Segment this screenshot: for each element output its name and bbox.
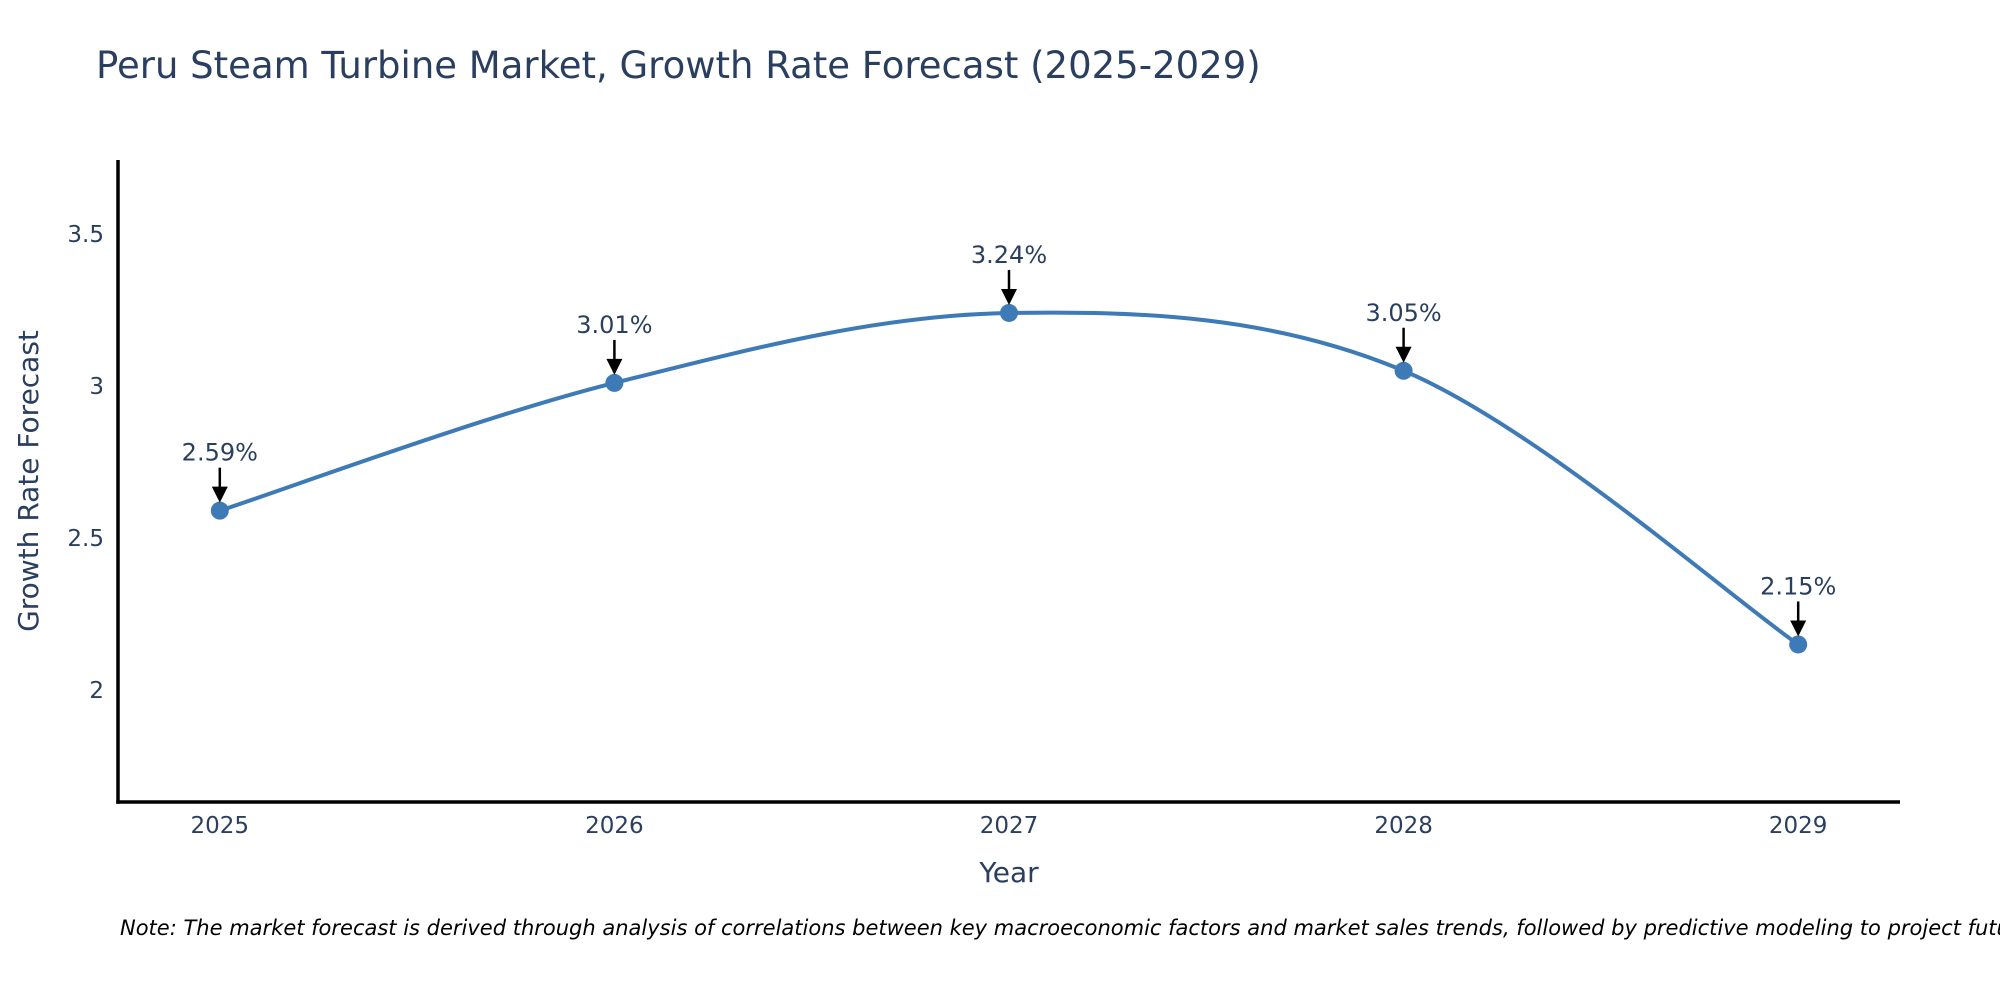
x-tick-label: 2028	[1374, 813, 1433, 839]
point-value-label: 2.59%	[182, 439, 258, 467]
x-tick-label: 2029	[1769, 813, 1828, 839]
data-point-marker	[605, 373, 624, 392]
annotation-arrowhead-icon	[606, 358, 623, 375]
point-value-label: 2.15%	[1760, 572, 1836, 600]
data-point-marker	[1789, 635, 1808, 654]
annotation-arrowhead-icon	[1790, 620, 1807, 637]
y-tick-label: 3.5	[67, 222, 104, 248]
annotation-arrowhead-icon	[1395, 346, 1412, 363]
annotation-arrowhead-icon	[211, 486, 228, 503]
annotation-arrowhead-icon	[1001, 288, 1017, 305]
x-tick-label: 2027	[980, 813, 1039, 839]
x-tick-label: 2026	[585, 813, 644, 839]
x-axis-title: Year	[978, 856, 1039, 889]
y-tick-label: 2.5	[67, 526, 104, 552]
point-value-label: 3.01%	[576, 311, 652, 339]
x-tick-label: 2025	[191, 813, 250, 839]
point-value-label: 3.05%	[1365, 299, 1441, 327]
point-value-label: 3.24%	[971, 241, 1047, 269]
footnote: Note: The market forecast is derived thr…	[120, 916, 2000, 940]
y-tick-label: 3	[89, 374, 104, 400]
y-axis-title: Growth Rate Forecast	[12, 330, 45, 632]
y-tick-label: 2	[89, 678, 104, 704]
data-point-marker	[1000, 303, 1018, 322]
forecast-line	[217, 310, 1801, 647]
chart-title: Peru Steam Turbine Market, Growth Rate F…	[96, 44, 1261, 87]
data-point-marker	[210, 501, 229, 520]
data-point-marker	[1394, 361, 1413, 380]
